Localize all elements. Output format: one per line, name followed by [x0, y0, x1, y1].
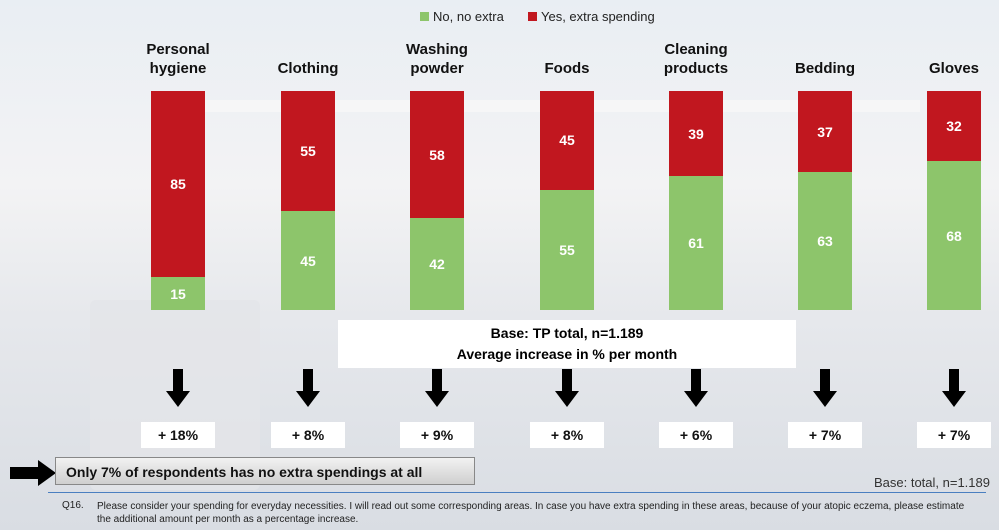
down-arrow: [166, 369, 190, 407]
bar-segment: [927, 91, 981, 162]
category-label: Gloves: [928, 60, 980, 77]
increase-label: + 7%: [788, 422, 862, 448]
category-label: Bedding: [795, 60, 855, 77]
bar-segment: [410, 218, 464, 310]
category-label: Clothing: [277, 60, 339, 77]
value-label: 32: [946, 118, 962, 135]
increase-label: + 6%: [659, 422, 733, 448]
increase-label: + 8%: [530, 422, 604, 448]
value-label: 55: [559, 241, 575, 258]
category-label: Personal hygiene: [146, 41, 210, 77]
bar-segment: [669, 176, 723, 310]
increase-label: + 7%: [917, 422, 991, 448]
value-label: 45: [300, 252, 316, 269]
increase-label: + 9%: [400, 422, 474, 448]
value-label: 55: [300, 143, 316, 160]
down-arrow: [296, 369, 320, 407]
bar-segment: [281, 91, 335, 212]
down-arrow: [813, 369, 837, 407]
bar-segment: [151, 91, 205, 278]
value-label: 61: [688, 235, 704, 252]
down-arrow: [942, 369, 966, 407]
category-label: Foods: [544, 60, 590, 77]
down-arrow: [425, 369, 449, 407]
divider: [48, 492, 986, 493]
footnote: Please consider your spending for everyd…: [97, 501, 965, 525]
value-label: 37: [817, 123, 833, 140]
value-label: 15: [170, 285, 186, 302]
callout: Only 7% of respondents has no extra spen…: [55, 457, 475, 485]
legend-label: No, no extra: [433, 9, 504, 24]
bar-segment: [927, 161, 981, 310]
value-label: 45: [559, 132, 575, 149]
footnote-id: Q16.: [62, 500, 84, 511]
bar-segment: [798, 172, 852, 310]
legend-label: Yes, extra spending: [541, 9, 655, 24]
value-label: 39: [688, 125, 704, 142]
bar-segment: [540, 91, 594, 190]
increase-label: + 18%: [141, 422, 215, 448]
legend-swatch: [528, 12, 537, 21]
value-label: 63: [817, 233, 833, 249]
base-box: Base: TP total, n=1.189 Average increase…: [338, 320, 796, 368]
category-label: Washing powder: [406, 41, 468, 77]
bar-segment: [540, 189, 594, 310]
base-note: Base: total, n=1.189: [873, 475, 990, 490]
down-arrow: [684, 369, 708, 407]
base-line: Base: TP total, n=1.189: [490, 325, 644, 341]
bar-segment: [669, 91, 723, 177]
value-label: 85: [170, 176, 186, 193]
bar-segment: [281, 211, 335, 310]
bar-segment: [410, 91, 464, 219]
value-label: 58: [429, 146, 445, 163]
increase-label: + 8%: [271, 422, 345, 448]
bar-segment: [798, 91, 852, 173]
callout-arrow: [10, 460, 56, 486]
category-label: Cleaning products: [663, 41, 729, 77]
down-arrow: [555, 369, 579, 407]
bar-segment: [151, 277, 205, 310]
base-line: Average increase in % per month: [456, 346, 678, 362]
value-label: 68: [946, 227, 962, 244]
legend-swatch: [420, 12, 429, 21]
value-label: 42: [429, 256, 445, 272]
